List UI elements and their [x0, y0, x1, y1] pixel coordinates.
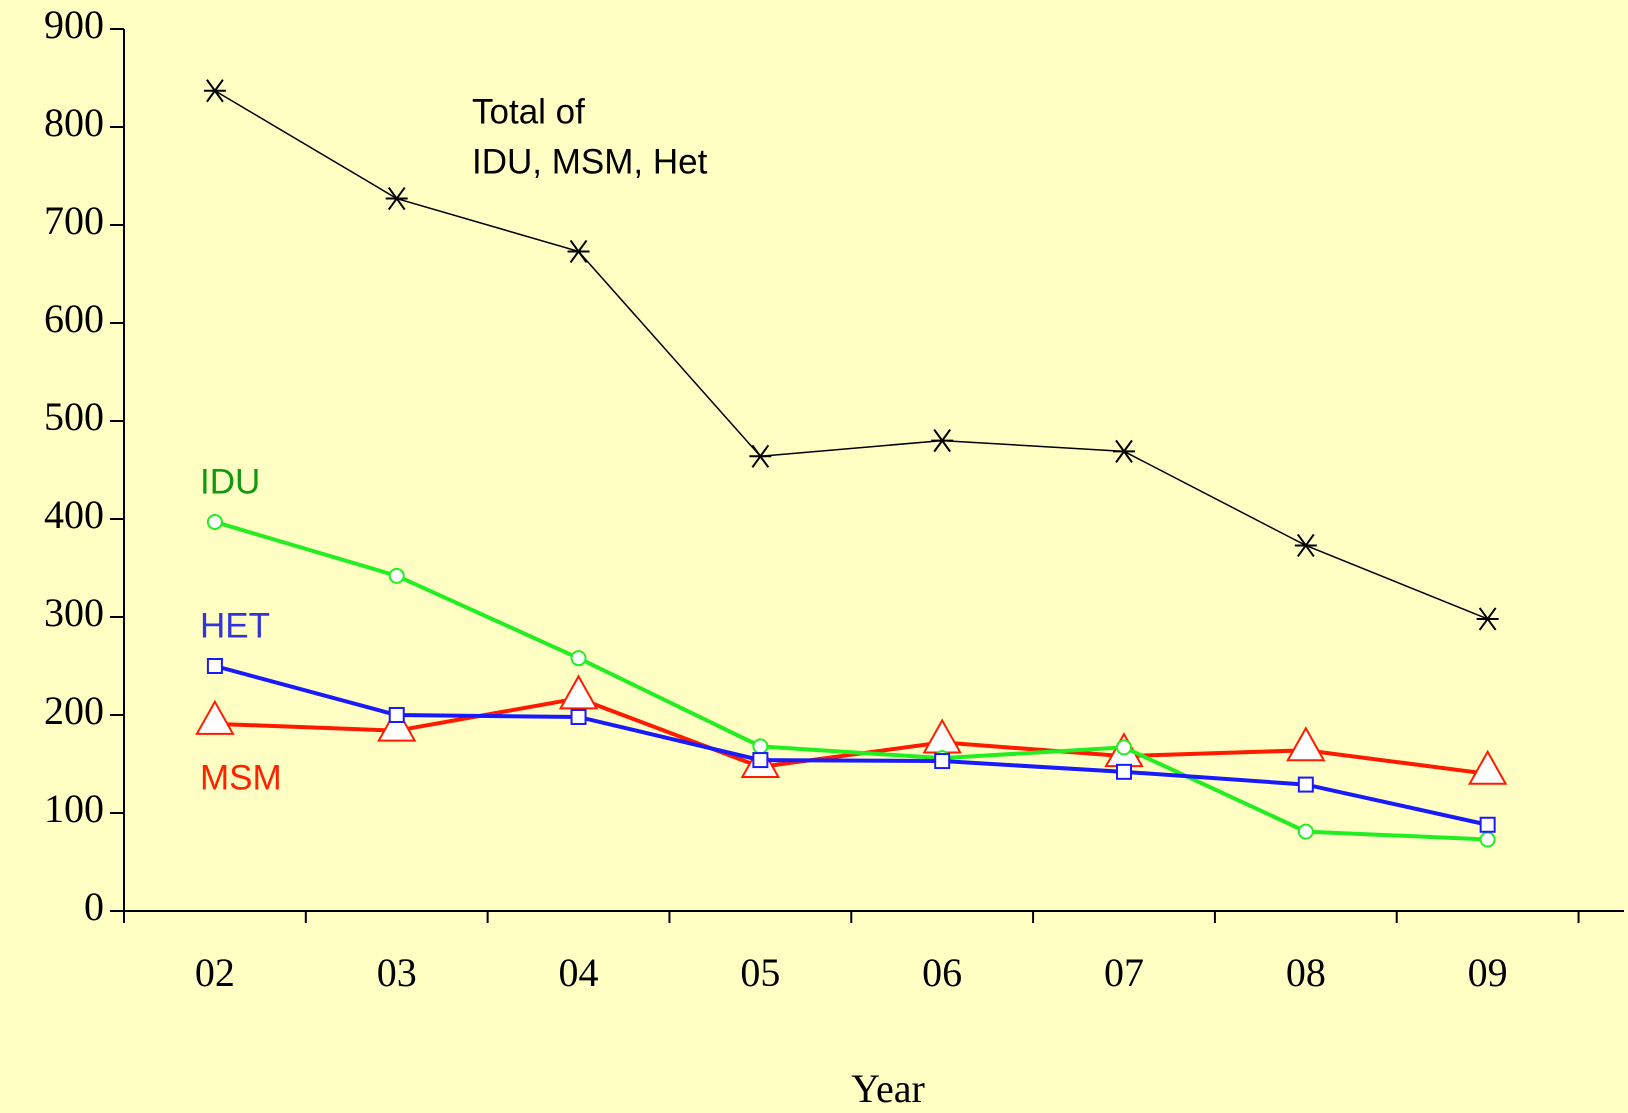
marker	[1479, 831, 1496, 848]
series-line	[214, 520, 1488, 842]
marker	[206, 513, 223, 530]
marker	[558, 674, 599, 710]
y-tick-label: 0	[84, 884, 104, 929]
marker-stroke	[1115, 439, 1133, 463]
series-label: IDU, MSM, Het	[472, 142, 708, 181]
marker	[570, 708, 587, 725]
y-tick-label: 900	[44, 2, 104, 47]
marker	[1479, 816, 1496, 833]
series-label: MSM	[200, 758, 282, 797]
x-tick-label: 04	[559, 950, 599, 995]
marker	[1116, 763, 1132, 780]
y-tick-label: 100	[44, 786, 104, 831]
series-line	[214, 696, 1488, 776]
x-tick-label: 07	[1104, 950, 1144, 995]
marker-stroke	[933, 429, 951, 453]
marker-stroke	[569, 239, 588, 264]
marker	[1467, 749, 1508, 785]
x-tick-label: 03	[377, 950, 417, 995]
series-line	[214, 664, 1489, 827]
marker	[1294, 533, 1317, 558]
series-label: IDU	[200, 462, 260, 501]
y-tick-label: 700	[44, 198, 104, 243]
marker	[749, 444, 772, 468]
marker	[203, 79, 226, 103]
marker-stroke	[751, 444, 770, 468]
marker	[931, 429, 954, 453]
x-tick-label: 06	[922, 950, 962, 995]
marker	[385, 186, 408, 211]
marker	[1113, 439, 1135, 463]
marker-stroke	[387, 186, 406, 211]
marker	[1297, 823, 1314, 840]
marker	[377, 706, 417, 742]
marker	[934, 753, 951, 770]
marker-stroke	[1478, 607, 1497, 631]
marker-stroke	[206, 79, 224, 103]
marker	[195, 699, 235, 735]
x-tick-label: 05	[740, 950, 780, 995]
x-tick-label: 02	[195, 950, 235, 995]
x-axis-label: Year	[851, 1066, 925, 1111]
marker	[1116, 739, 1132, 756]
marker	[570, 650, 587, 667]
y-tick-label: 800	[44, 100, 104, 145]
marker-stroke	[1297, 533, 1315, 558]
x-tick-label: 09	[1468, 950, 1508, 995]
x-tick-label: 08	[1286, 950, 1326, 995]
marker	[752, 738, 769, 755]
marker	[567, 239, 590, 264]
y-tick-label: 400	[44, 492, 104, 537]
y-tick-label: 500	[44, 394, 104, 439]
marker	[1286, 726, 1326, 762]
marker	[1476, 607, 1499, 631]
marker	[206, 658, 223, 674]
marker	[752, 752, 769, 769]
marker	[1297, 776, 1314, 793]
marker	[388, 707, 405, 723]
series-line	[214, 90, 1488, 620]
series-label: HET	[200, 606, 270, 645]
y-tick-label: 600	[44, 296, 104, 341]
series-label: Total of	[472, 92, 585, 131]
marker	[922, 718, 962, 754]
marker	[388, 567, 405, 584]
y-tick-label: 200	[44, 688, 104, 733]
y-tick-label: 300	[44, 590, 104, 635]
